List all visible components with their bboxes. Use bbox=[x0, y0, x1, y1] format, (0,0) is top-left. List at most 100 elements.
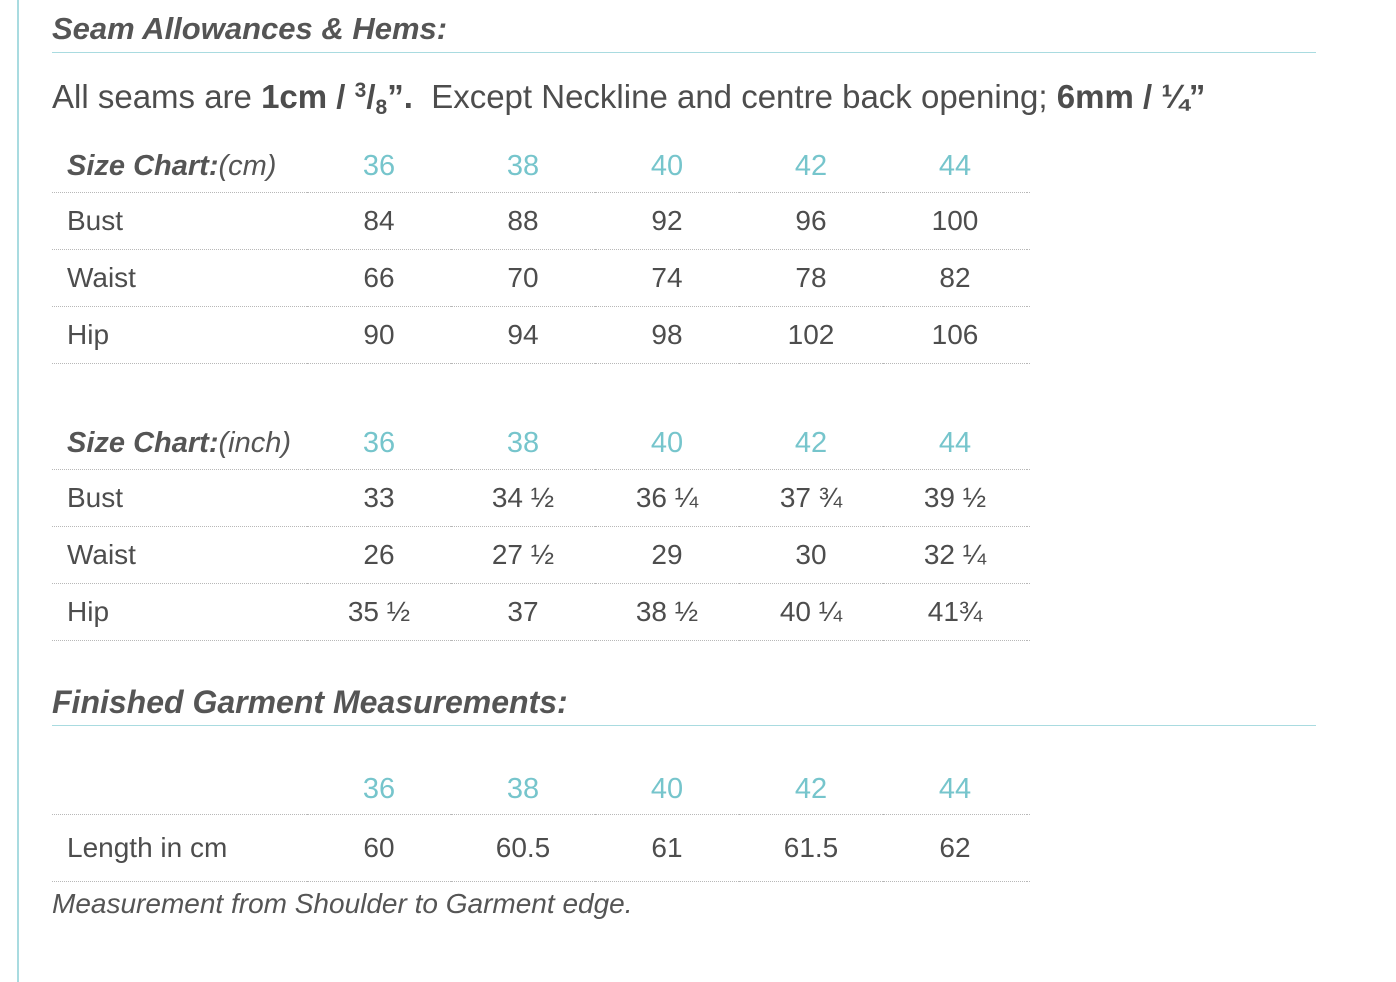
size-header: 44 bbox=[883, 764, 1027, 815]
table-cell: 36 ¼ bbox=[595, 469, 739, 527]
table-header-row: Size Chart:(inch) 36 38 40 42 44 bbox=[52, 417, 1030, 470]
left-margin-rule bbox=[17, 0, 19, 982]
size-chart-inch-table: Size Chart:(inch) 36 38 40 42 44 Bust 33… bbox=[52, 417, 1030, 641]
size-chart-cm-label: Size Chart:(cm) bbox=[52, 140, 307, 193]
table-cell: 96 bbox=[739, 192, 883, 250]
table-cell: 102 bbox=[739, 306, 883, 364]
size-chart-inch-label: Size Chart:(inch) bbox=[52, 417, 307, 470]
table-cell: 61.5 bbox=[739, 814, 883, 882]
spacer-cell bbox=[1027, 140, 1030, 193]
table-header-row: Size Chart:(cm) 36 38 40 42 44 bbox=[52, 140, 1030, 193]
size-header: 38 bbox=[451, 417, 595, 470]
size-header: 40 bbox=[595, 764, 739, 815]
size-header: 44 bbox=[883, 417, 1027, 470]
measurement-note: Measurement from Shoulder to Garment edg… bbox=[52, 888, 633, 919]
table-cell: 29 bbox=[595, 526, 739, 584]
table-cell: 35 ½ bbox=[307, 583, 451, 641]
row-label: Hip bbox=[52, 583, 307, 641]
table-cell: 34 ½ bbox=[451, 469, 595, 527]
size-chart-title: Size Chart: bbox=[67, 149, 219, 182]
spacer-cell bbox=[1027, 417, 1030, 470]
table-cell: 88 bbox=[451, 192, 595, 250]
finished-garment-table: 36 38 40 42 44 Length in cm 60 60.5 61 6… bbox=[52, 764, 1030, 882]
seam-text-prefix: All seams are bbox=[52, 78, 262, 115]
table-cell: 41¾ bbox=[883, 583, 1027, 641]
table-row: Waist 26 27 ½ 29 30 32 ¼ bbox=[52, 526, 1030, 584]
table-cell: 37 ¾ bbox=[739, 469, 883, 527]
table-row: Bust 33 34 ½ 36 ¼ 37 ¾ 39 ½ bbox=[52, 469, 1030, 527]
table-cell: 106 bbox=[883, 306, 1027, 364]
table-cell: 74 bbox=[595, 249, 739, 307]
spacer-cell bbox=[1027, 764, 1030, 815]
seam-value-1-numerator: 3 bbox=[354, 79, 367, 102]
spacer-cell bbox=[1027, 469, 1030, 527]
seam-value-1-denominator: 8 bbox=[375, 96, 388, 119]
size-chart-unit: (cm) bbox=[218, 149, 277, 182]
empty-header-cell bbox=[52, 764, 307, 815]
table-cell: 30 bbox=[739, 526, 883, 584]
table-cell: 70 bbox=[451, 249, 595, 307]
table-cell: 78 bbox=[739, 249, 883, 307]
table-cell: 62 bbox=[883, 814, 1027, 882]
table-cell: 60.5 bbox=[451, 814, 595, 882]
table-cell: 33 bbox=[307, 469, 451, 527]
table-cell: 60 bbox=[307, 814, 451, 882]
seam-value-2: 6mm / ¼” bbox=[1056, 78, 1206, 115]
size-header: 42 bbox=[739, 764, 883, 815]
table-header-row: 36 38 40 42 44 bbox=[52, 764, 1030, 815]
size-header: 38 bbox=[451, 764, 595, 815]
seam-allowance-text: All seams are 1cm / 3/8”. Except Necklin… bbox=[52, 76, 1205, 123]
spacer-cell bbox=[1027, 583, 1030, 641]
table-cell: 27 ½ bbox=[451, 526, 595, 584]
size-header: 44 bbox=[883, 140, 1027, 193]
size-chart-title: Size Chart: bbox=[67, 426, 219, 459]
table-row: Bust 84 88 92 96 100 bbox=[52, 192, 1030, 250]
row-label: Hip bbox=[52, 306, 307, 364]
row-label: Waist bbox=[52, 249, 307, 307]
spacer-cell bbox=[1027, 814, 1030, 882]
spacer-cell bbox=[1027, 249, 1030, 307]
seam-text-middle: Except Neckline and centre back opening; bbox=[412, 78, 1057, 115]
table-cell: 84 bbox=[307, 192, 451, 250]
spacer-cell bbox=[1027, 192, 1030, 250]
size-header: 38 bbox=[451, 140, 595, 193]
size-header: 36 bbox=[307, 764, 451, 815]
size-chart-unit: (inch) bbox=[218, 426, 291, 459]
size-header: 36 bbox=[307, 140, 451, 193]
seam-value-1-main: 1cm / bbox=[261, 78, 355, 115]
table-cell: 39 ½ bbox=[883, 469, 1027, 527]
size-header: 40 bbox=[595, 417, 739, 470]
finished-garment-heading: Finished Garment Measurements: bbox=[52, 680, 1316, 726]
table-cell: 61 bbox=[595, 814, 739, 882]
table-row: Waist 66 70 74 78 82 bbox=[52, 249, 1030, 307]
table-cell: 66 bbox=[307, 249, 451, 307]
size-header: 42 bbox=[739, 417, 883, 470]
table-cell: 26 bbox=[307, 526, 451, 584]
table-cell: 90 bbox=[307, 306, 451, 364]
table-row: Hip 35 ½ 37 38 ½ 40 ¼ 41¾ bbox=[52, 583, 1030, 641]
table-cell: 100 bbox=[883, 192, 1027, 250]
size-header: 36 bbox=[307, 417, 451, 470]
size-header: 40 bbox=[595, 140, 739, 193]
table-cell: 38 ½ bbox=[595, 583, 739, 641]
row-label: Bust bbox=[52, 192, 307, 250]
table-cell: 98 bbox=[595, 306, 739, 364]
seam-allowances-heading: Seam Allowances & Hems: bbox=[52, 8, 1316, 53]
table-cell: 94 bbox=[451, 306, 595, 364]
table-cell: 40 ¼ bbox=[739, 583, 883, 641]
size-chart-cm-table: Size Chart:(cm) 36 38 40 42 44 Bust 84 8… bbox=[52, 140, 1030, 364]
size-header: 42 bbox=[739, 140, 883, 193]
table-row: Hip 90 94 98 102 106 bbox=[52, 306, 1030, 364]
row-label: Bust bbox=[52, 469, 307, 527]
table-cell: 92 bbox=[595, 192, 739, 250]
table-cell: 82 bbox=[883, 249, 1027, 307]
spacer-cell bbox=[1027, 306, 1030, 364]
table-row: Length in cm 60 60.5 61 61.5 62 bbox=[52, 814, 1030, 882]
table-cell: 37 bbox=[451, 583, 595, 641]
spacer-cell bbox=[1027, 526, 1030, 584]
table-cell: 32 ¼ bbox=[883, 526, 1027, 584]
seam-value-1-end: ”. bbox=[387, 78, 413, 115]
seam-value-1: 1cm / 3/8”. bbox=[261, 78, 413, 119]
seam-value-1-slash: / bbox=[366, 78, 376, 115]
row-label: Waist bbox=[52, 526, 307, 584]
